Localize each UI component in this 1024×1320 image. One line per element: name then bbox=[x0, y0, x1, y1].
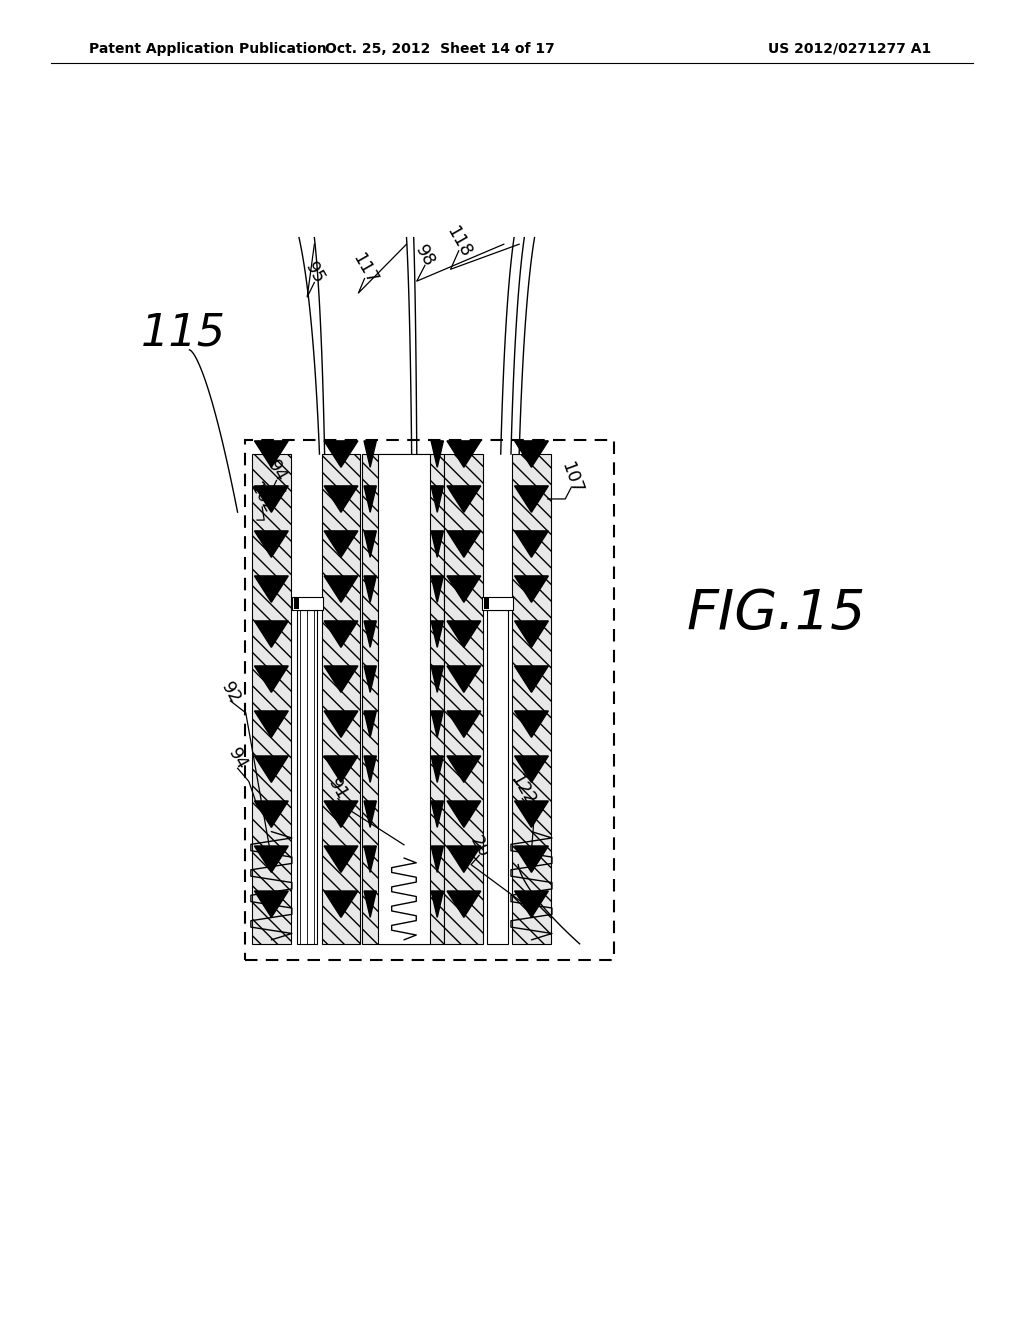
Polygon shape bbox=[324, 620, 358, 647]
Bar bbox=[297, 610, 317, 944]
Text: 122: 122 bbox=[506, 771, 539, 808]
Polygon shape bbox=[365, 486, 377, 512]
Polygon shape bbox=[324, 665, 358, 692]
Polygon shape bbox=[254, 531, 289, 557]
Polygon shape bbox=[365, 891, 377, 917]
Polygon shape bbox=[515, 486, 549, 512]
Text: 92: 92 bbox=[217, 678, 244, 708]
Polygon shape bbox=[446, 441, 481, 467]
Polygon shape bbox=[446, 846, 481, 873]
Polygon shape bbox=[515, 441, 549, 467]
Bar bbox=[294, 598, 299, 609]
Text: 115: 115 bbox=[141, 312, 226, 354]
Polygon shape bbox=[365, 756, 377, 783]
Polygon shape bbox=[365, 531, 377, 557]
Bar bbox=[482, 597, 513, 610]
Polygon shape bbox=[446, 620, 481, 647]
Polygon shape bbox=[254, 756, 289, 783]
Polygon shape bbox=[254, 665, 289, 692]
Text: 118: 118 bbox=[442, 223, 475, 260]
Polygon shape bbox=[515, 891, 549, 917]
Polygon shape bbox=[431, 801, 443, 828]
Polygon shape bbox=[254, 576, 289, 602]
Polygon shape bbox=[431, 441, 443, 467]
Polygon shape bbox=[324, 846, 358, 873]
Polygon shape bbox=[324, 576, 358, 602]
Polygon shape bbox=[254, 891, 289, 917]
Text: 91: 91 bbox=[325, 775, 351, 804]
Bar bbox=[487, 610, 508, 944]
Polygon shape bbox=[431, 531, 443, 557]
Polygon shape bbox=[431, 576, 443, 602]
Text: Patent Application Publication: Patent Application Publication bbox=[89, 42, 327, 55]
Bar bbox=[322, 454, 360, 944]
Polygon shape bbox=[324, 711, 358, 738]
Text: 117: 117 bbox=[348, 251, 381, 288]
Polygon shape bbox=[365, 441, 377, 467]
Polygon shape bbox=[254, 620, 289, 647]
Polygon shape bbox=[446, 756, 481, 783]
Polygon shape bbox=[431, 620, 443, 647]
Bar bbox=[378, 454, 430, 944]
Polygon shape bbox=[254, 486, 289, 512]
Polygon shape bbox=[446, 801, 481, 828]
Text: 20: 20 bbox=[466, 833, 493, 862]
Bar bbox=[362, 454, 444, 944]
Text: FIG.15: FIG.15 bbox=[686, 587, 865, 640]
Polygon shape bbox=[365, 576, 377, 602]
Polygon shape bbox=[365, 665, 377, 692]
Polygon shape bbox=[515, 711, 549, 738]
Polygon shape bbox=[254, 711, 289, 738]
Polygon shape bbox=[254, 441, 289, 467]
Polygon shape bbox=[431, 891, 443, 917]
Text: US 2012/0271277 A1: US 2012/0271277 A1 bbox=[768, 42, 931, 55]
Text: 102: 102 bbox=[246, 479, 279, 516]
Polygon shape bbox=[324, 441, 358, 467]
Bar bbox=[512, 454, 551, 944]
Polygon shape bbox=[515, 531, 549, 557]
Polygon shape bbox=[446, 665, 481, 692]
Polygon shape bbox=[515, 665, 549, 692]
Text: 98: 98 bbox=[412, 242, 438, 271]
Polygon shape bbox=[254, 846, 289, 873]
Polygon shape bbox=[515, 576, 549, 602]
Bar bbox=[252, 454, 291, 944]
Polygon shape bbox=[324, 801, 358, 828]
Polygon shape bbox=[446, 891, 481, 917]
Polygon shape bbox=[254, 801, 289, 828]
Polygon shape bbox=[515, 620, 549, 647]
Polygon shape bbox=[446, 576, 481, 602]
Polygon shape bbox=[515, 801, 549, 828]
Text: 107: 107 bbox=[557, 459, 586, 496]
Polygon shape bbox=[431, 846, 443, 873]
Polygon shape bbox=[365, 846, 377, 873]
Polygon shape bbox=[365, 801, 377, 828]
Bar bbox=[484, 598, 489, 609]
Bar bbox=[245, 440, 614, 960]
Text: Oct. 25, 2012  Sheet 14 of 17: Oct. 25, 2012 Sheet 14 of 17 bbox=[326, 42, 555, 55]
Polygon shape bbox=[515, 756, 549, 783]
Polygon shape bbox=[446, 486, 481, 512]
Polygon shape bbox=[324, 891, 358, 917]
Text: 94: 94 bbox=[224, 744, 251, 774]
Polygon shape bbox=[431, 486, 443, 512]
Polygon shape bbox=[446, 531, 481, 557]
Polygon shape bbox=[431, 756, 443, 783]
Polygon shape bbox=[324, 531, 358, 557]
Polygon shape bbox=[431, 665, 443, 692]
Polygon shape bbox=[324, 756, 358, 783]
Polygon shape bbox=[365, 620, 377, 647]
Polygon shape bbox=[324, 486, 358, 512]
Polygon shape bbox=[365, 711, 377, 738]
Text: 94: 94 bbox=[263, 457, 290, 486]
Text: 95: 95 bbox=[301, 259, 328, 288]
Polygon shape bbox=[446, 711, 481, 738]
Polygon shape bbox=[515, 846, 549, 873]
Bar bbox=[292, 597, 323, 610]
Polygon shape bbox=[431, 711, 443, 738]
Bar bbox=[444, 454, 483, 944]
